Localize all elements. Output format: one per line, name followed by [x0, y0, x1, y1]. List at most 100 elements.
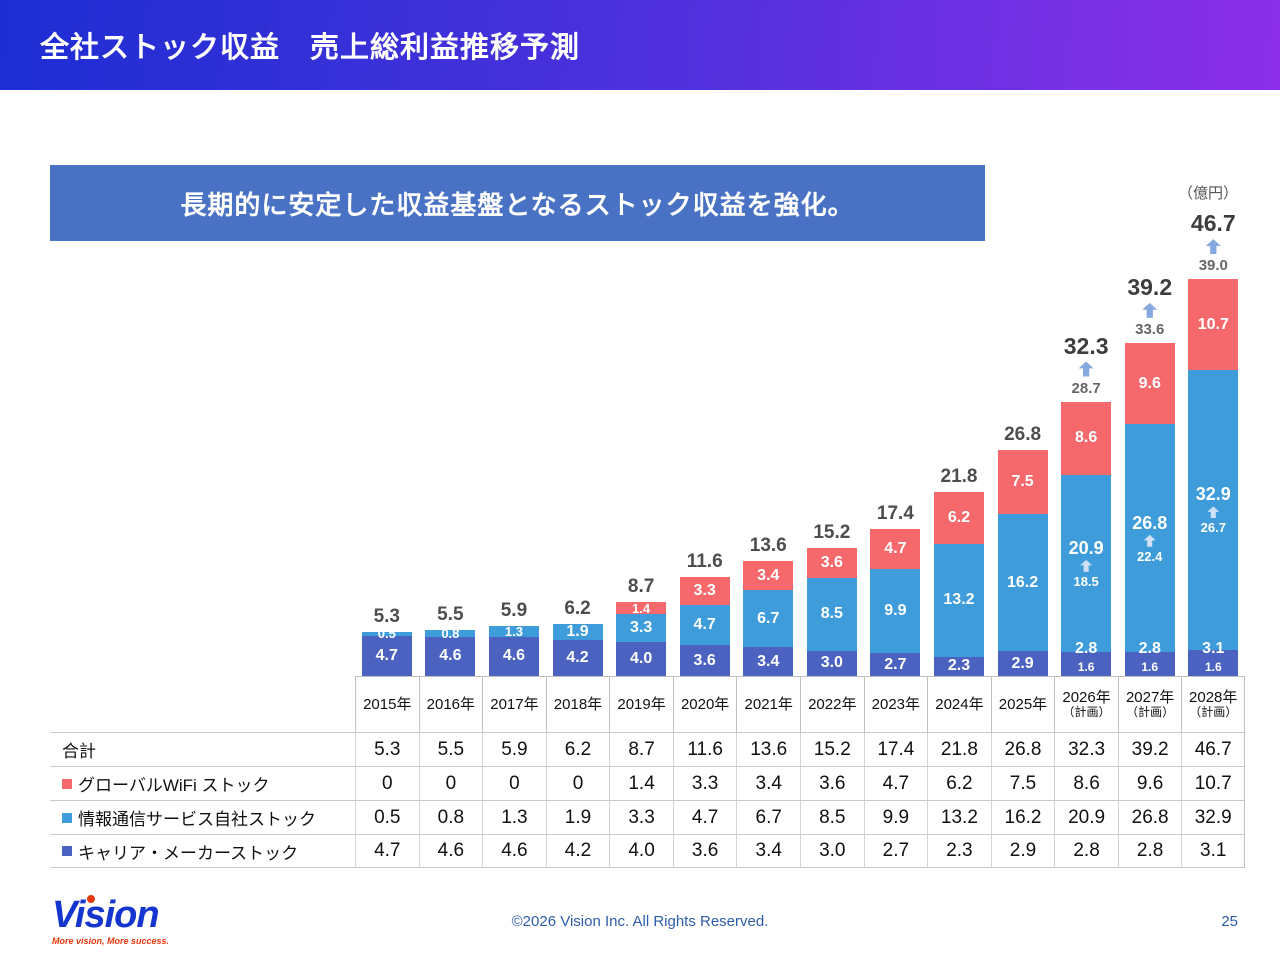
bar-total-label: 39.2	[1127, 273, 1173, 300]
table-cell: 3.3	[609, 800, 673, 834]
bar-total-label: 13.6	[749, 535, 787, 557]
vision-logo-text: Vision	[52, 894, 160, 936]
bar-total-label: 5.9	[500, 599, 528, 621]
segment-annotation: 2.8 1.6	[1139, 641, 1161, 676]
table-cell: 3.3	[672, 766, 737, 800]
axis-year-label: 2017年	[482, 676, 546, 732]
table-cell: 4.7	[672, 800, 737, 834]
up-arrow-icon	[1078, 361, 1094, 377]
segment-value: 26.8	[1132, 512, 1168, 533]
bar-segment-carrier-maker-stock: 4.2	[552, 640, 603, 676]
bar-column: 32.3 28.7 8.6 20.9 18.5 2.8 1.6	[1054, 196, 1118, 676]
table-cell: 3.6	[672, 834, 737, 868]
bar-total-label: 11.6	[686, 551, 723, 573]
segment-value: 13.2	[943, 591, 975, 609]
table-cell: 1.9	[545, 800, 610, 834]
stacked-bar: 3.4 6.7 3.4	[743, 561, 794, 676]
bar-segment-carrier-maker-stock: 2.9	[997, 651, 1048, 676]
segment-value: 3.4	[757, 652, 780, 670]
table-cell: 9.9	[863, 800, 928, 834]
table-cell: 26.8	[1117, 800, 1182, 834]
table-cell: 8.5	[800, 800, 864, 834]
table-cell: 2.7	[863, 834, 928, 868]
axis-year-label: 2019年	[609, 676, 673, 732]
key-message-text: 長期的に安定した収益基盤となるストック収益を強化。	[180, 189, 855, 220]
bar-segment-own-service-stock: 9.9	[870, 568, 921, 653]
table-cell: 6.2	[545, 732, 610, 766]
table-row-label: キャリア・メーカーストック	[50, 834, 355, 868]
bar-segment-carrier-maker-stock: 4.6	[488, 636, 539, 676]
segment-value: 2.8	[1075, 640, 1098, 657]
previous-total-label: 33.6	[1135, 320, 1165, 338]
page-title: 全社ストック収益 売上総利益推移予測	[40, 32, 581, 64]
table-row-label: グローバルWiFi ストック	[50, 766, 355, 800]
up-arrow-icon	[1143, 534, 1156, 547]
bar-segment-own-service-stock: 32.9 26.7	[1188, 370, 1239, 650]
segment-value: 6.7	[757, 609, 780, 627]
segment-value: 4.0	[629, 650, 653, 667]
legend-marker	[62, 846, 72, 856]
table-cell: 46.7	[1181, 732, 1245, 766]
page-number: 25	[1221, 913, 1238, 930]
axis-year-label: 2024年	[927, 676, 991, 732]
axis-year-label: 2026年 （計画）	[1054, 676, 1118, 732]
bar-total-label: 21.8	[940, 465, 978, 487]
bar-column: 15.2 3.6 8.5 3.0	[800, 196, 864, 676]
segment-annotation: 3.1 1.6	[1202, 641, 1224, 676]
vision-logo-tagline: More vision, More success.	[52, 936, 170, 946]
segment-value: 4.6	[502, 647, 526, 665]
logo-accent-dot-icon	[87, 895, 95, 903]
bar-total-label: 5.3	[373, 605, 400, 627]
table-cell: 15.2	[800, 732, 864, 766]
table-cell: 2.9	[990, 834, 1055, 868]
segment-value: 2.8	[1138, 640, 1161, 657]
stacked-bar: 1.4 3.3 4.0	[616, 602, 667, 676]
table-cell: 1.3	[482, 800, 546, 834]
previous-value-label: 26.7	[1200, 520, 1226, 536]
up-arrow-icon	[1080, 559, 1093, 572]
segment-value: 7.5	[1011, 472, 1034, 490]
segment-value: 3.3	[629, 619, 653, 636]
table-cell: 1.4	[609, 766, 673, 800]
table-cell: 8.6	[1054, 766, 1118, 800]
stacked-bar: 8.6 20.9 18.5 2.8 1.6	[1061, 401, 1112, 676]
bar-segment-global-wifi-stock: 8.6	[1061, 401, 1112, 475]
vision-logo: Vision More vision, More success.	[52, 894, 182, 946]
segment-value: 4.6	[439, 647, 462, 665]
table-cell: 5.3	[355, 732, 419, 766]
bar-column: 8.7 1.4 3.3 4.0	[609, 196, 673, 676]
segment-value: 4.7	[884, 539, 907, 557]
table-cell: 13.6	[736, 732, 800, 766]
copyright: ©2026 Vision Inc. All Rights Reserved.	[511, 913, 769, 930]
bar-total-label: 8.7	[627, 576, 655, 598]
up-arrow-icon	[1142, 302, 1158, 318]
segment-value: 20.9	[1068, 537, 1104, 558]
bar-column: 17.4 4.7 9.9 2.7	[864, 196, 928, 676]
table-cell: 16.2	[990, 800, 1055, 834]
table-cell: 3.6	[800, 766, 864, 800]
table-cell: 39.2	[1117, 732, 1182, 766]
segment-value: 0.8	[441, 626, 460, 642]
table-cell: 4.2	[545, 834, 610, 868]
table-cell: 0	[545, 766, 610, 800]
bar-segment-own-service-stock: 0.8	[425, 626, 476, 642]
bar-total-label: 5.5	[437, 604, 464, 626]
segment-value: 6.2	[947, 508, 971, 526]
bar-segment-own-service-stock: 1.3	[488, 625, 539, 638]
previous-value-label: 1.6	[1204, 660, 1222, 674]
bar-segment-own-service-stock: 26.8 22.4	[1124, 424, 1175, 653]
stacked-bar: 9.6 26.8 22.4 2.8 1.6	[1124, 342, 1175, 676]
segment-annotation: 2.8 1.6	[1075, 641, 1097, 676]
bar-segment-carrier-maker-stock: 3.6	[679, 645, 730, 676]
axis-year-label: 2025年	[990, 676, 1055, 732]
segment-value: 9.9	[884, 601, 907, 619]
previous-total-label: 28.7	[1071, 379, 1101, 397]
bar-total-label: 46.7	[1190, 210, 1236, 237]
bar-segment-carrier-maker-stock: 3.1 1.6	[1188, 641, 1239, 676]
segment-annotation: 32.9 26.7	[1196, 485, 1231, 534]
chart: 5.3 0.5 4.7 5.5 0.8 4.6 5.9 1.3 4.6 6.2 1.9 4.2 8.7 1…	[355, 196, 1245, 676]
axis-year-label: 2015年	[355, 676, 419, 732]
segment-value: 3.0	[820, 654, 843, 672]
segment-value: 10.7	[1197, 315, 1229, 333]
bar-column: 5.3 0.5 4.7	[355, 196, 419, 676]
